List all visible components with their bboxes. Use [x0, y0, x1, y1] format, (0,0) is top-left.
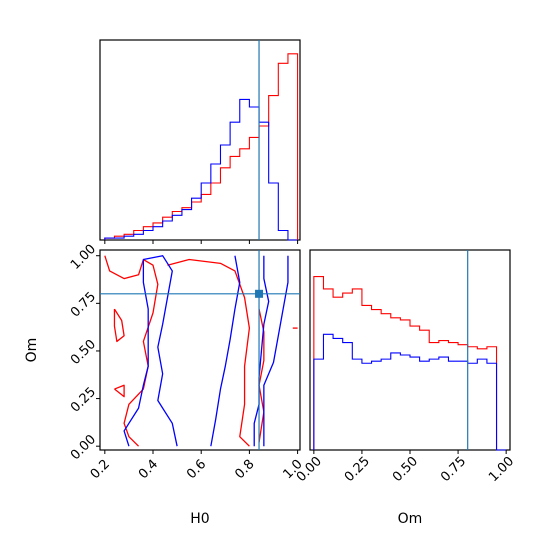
om-hist-series-red: [313, 275, 507, 451]
contour-blue-4: [263, 255, 289, 447]
contour-blue-1: [123, 259, 149, 447]
om-x-tick-label-3: 0.75: [438, 454, 469, 485]
contour-red-0: [104, 255, 159, 447]
h0-histogram-panel: [99, 39, 301, 244]
h0-x-tick-label-0: 0.2: [88, 457, 113, 482]
contour-frame: [99, 249, 301, 451]
h0-x-tick-label-3: 0.8: [232, 457, 257, 482]
om-histogram-panel: 0.00 0.25 0.50 0.75 1.00: [294, 249, 517, 485]
contour-blue-3: [253, 255, 270, 447]
om-x-tick-label-0: 0.00: [294, 454, 325, 485]
y-axis-label-om: Om: [24, 338, 40, 363]
om-x-tick-label-4: 1.00: [486, 454, 517, 485]
om-y-tick-label-4: 1.00: [68, 242, 99, 273]
x-axis-label-h0: H0: [190, 511, 209, 527]
contour-red-3: [167, 258, 251, 447]
h0-histogram-frame: [99, 39, 301, 241]
truth-marker: [255, 289, 264, 298]
contour-blue-2: [210, 255, 241, 447]
om-y-tick-label-1: 0.25: [68, 385, 99, 416]
contour-red-1: [113, 308, 125, 343]
om-x-tick-label-1: 0.25: [342, 454, 373, 485]
om-y-tick-label-0: 0.00: [68, 432, 99, 463]
contour-blue-0: [143, 255, 178, 447]
om-y-tick-label-3: 0.75: [68, 289, 99, 320]
x-axis-label-om: Om: [398, 511, 423, 527]
om-x-tick-label-2: 0.50: [390, 454, 421, 485]
h0-hist-series-blue: [104, 98, 298, 241]
h0-x-tick-label-1: 0.4: [136, 457, 161, 482]
axis-labels: H0 Om Om: [24, 338, 422, 527]
om-y-tick-label-2: 0.50: [68, 337, 99, 368]
h0-x-tick-label-2: 0.6: [184, 457, 209, 482]
om-hist-series-blue: [313, 333, 507, 451]
h0-om-contour-panel: 0.2 0.4 0.6 0.8 1.00.000.250.500.751.00: [68, 242, 306, 482]
contour-red-2: [114, 384, 125, 398]
om-histogram-frame: [309, 249, 511, 451]
